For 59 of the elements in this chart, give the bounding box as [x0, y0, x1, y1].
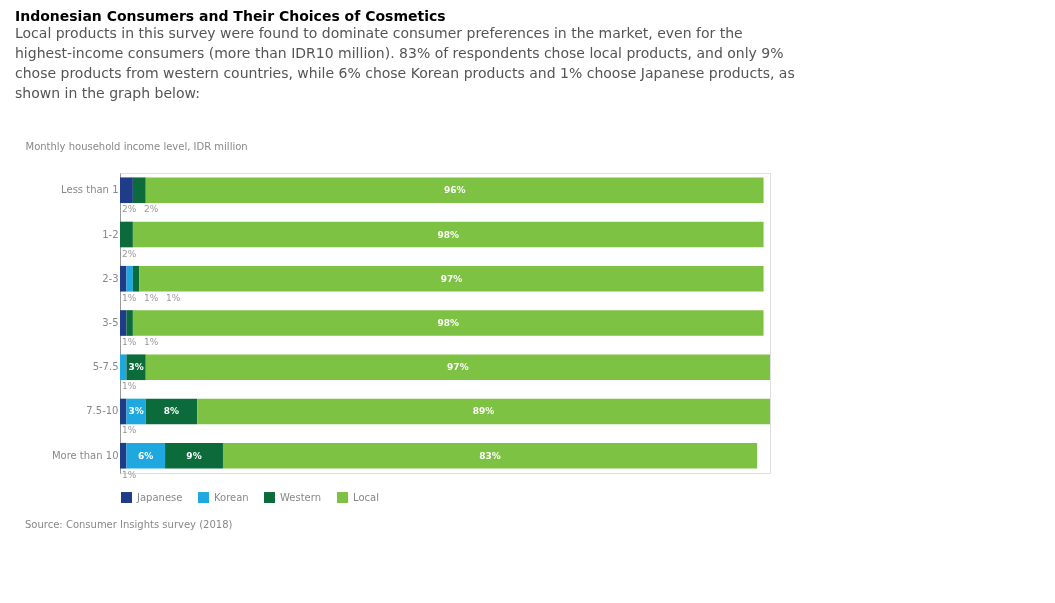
bar [120, 442, 127, 469]
data-label: 9% [186, 450, 202, 461]
data-label: 98% [437, 318, 459, 328]
bar [120, 221, 133, 248]
bar [197, 398, 770, 425]
y-tick-label: 3-5 [102, 317, 119, 328]
legend-label: Western [280, 491, 322, 503]
data-label: 1% [144, 292, 159, 303]
data-label: 1% [166, 292, 181, 303]
data-label: 89% [472, 406, 495, 417]
source-note: Source: Consumer Insights survey (2018) [25, 519, 233, 530]
data-label: 1% [122, 425, 137, 436]
legend-label: Japanese [136, 491, 183, 503]
bar [132, 221, 764, 248]
bar [120, 354, 127, 381]
bar [145, 398, 198, 425]
data-label: 83% [479, 450, 501, 461]
chart-title: Indonesian Consumers and Their Choices of Cosmetics [15, 8, 446, 24]
bar [120, 398, 127, 425]
data-label: 1% [122, 469, 137, 480]
data-label: 1% [122, 337, 137, 347]
bar [132, 177, 146, 204]
data-label: 3% [128, 362, 144, 373]
data-label: 96% [443, 185, 466, 196]
legend-label: Korean [214, 491, 249, 503]
data-label: 2% [122, 248, 137, 259]
y-tick-label: 5-7.5 [92, 361, 119, 373]
bar [120, 177, 133, 204]
bar [145, 354, 770, 381]
y-tick-label: 7.5-10 [86, 405, 119, 417]
data-label: 98% [437, 229, 459, 240]
y-axis-title: Monthly household income level, IDR million [25, 140, 248, 152]
bar [165, 442, 223, 469]
bar [126, 310, 133, 336]
chart-subtitle: Local products in this survey were found to dominate consumer preferences in the market, even for the highest-income consumers (more than IDR10 million). 83% of respondents chose local products, and only 9% chose products from western countries, while 6% chose Korean products and 1% choose Japanese products, as shown in the graph below: [15, 25, 795, 101]
y-tick-label: 2-3 [102, 272, 119, 284]
data-label: 6% [138, 450, 154, 461]
data-label: 3% [128, 406, 144, 417]
bar [139, 265, 764, 292]
data-label: 97% [440, 273, 463, 284]
y-tick-label: Less than 1 [61, 184, 119, 196]
data-label: 1% [144, 337, 159, 347]
bar [126, 442, 166, 469]
y-tick-label: More than 10 [51, 449, 119, 461]
y-tick-label: 1-2 [102, 228, 119, 240]
legend-label: Local [353, 491, 379, 503]
data-label: 1% [122, 292, 137, 303]
data-label: 1% [122, 381, 137, 392]
data-label: 97% [447, 362, 469, 373]
bar [126, 265, 133, 292]
bar [120, 265, 127, 292]
bar [145, 177, 764, 204]
data-label: 2% [144, 204, 159, 215]
data-label: 2% [122, 204, 137, 215]
bar [132, 310, 764, 336]
data-label: 8% [163, 406, 180, 417]
bar [120, 310, 127, 336]
bar [132, 265, 140, 292]
bar [222, 442, 758, 469]
